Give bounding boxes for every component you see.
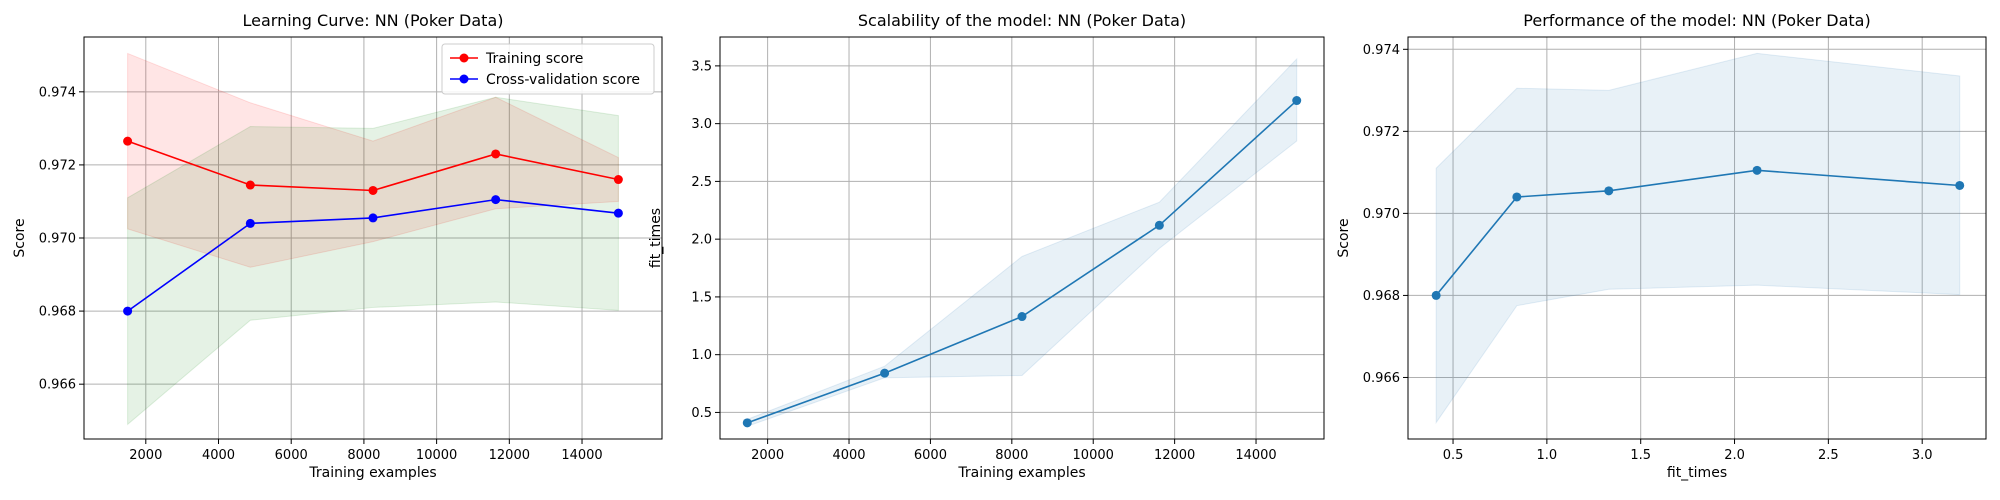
y-tick-label: 3.5 [691, 59, 712, 74]
chart-1: 2000 4000 6000 8000 10000 12000 14000 0.966 0.96… [12, 11, 663, 481]
series-1-point [1154, 220, 1164, 230]
x-tick-label: 3.0 [1912, 448, 1933, 463]
x-tick-label: 6000 [275, 448, 308, 463]
series-1-point [368, 185, 378, 195]
series-1-point [742, 418, 752, 428]
series-1-band [127, 52, 619, 268]
x-axis-label: Training examples [957, 465, 1085, 481]
x-tick-label: 8000 [995, 448, 1028, 463]
series-1-point [880, 368, 890, 378]
series-1-point [1431, 290, 1441, 300]
y-tick-label: 1.0 [691, 348, 712, 363]
x-tick-label: 2000 [751, 448, 784, 463]
x-tick-label: 2.5 [1818, 448, 1839, 463]
x-axis-label: Training examples [308, 465, 436, 481]
legend-marker [459, 74, 469, 84]
y-tick-label: 0.970 [1363, 207, 1400, 222]
x-tick-label: 14000 [1235, 448, 1276, 463]
grid [720, 37, 1324, 439]
y-tick-label: 2.5 [691, 175, 712, 190]
legend-box [441, 43, 655, 95]
x-tick-label: 8000 [347, 448, 380, 463]
x-axis-label: fit_times [1667, 465, 1727, 481]
series-1-point [1752, 165, 1762, 175]
x-tick-label: 1.0 [1537, 448, 1558, 463]
y-tick-label: 0.968 [39, 305, 76, 320]
y-tick-label: 0.966 [1363, 371, 1400, 386]
x-tick-label: 2000 [129, 448, 162, 463]
chart-title: Performance of the model: NN (Poker Data… [1523, 11, 1870, 30]
y-tick-label: 2.0 [691, 233, 712, 248]
legend: Training score Cross-validation score [441, 43, 655, 95]
series-2-band [127, 96, 619, 426]
y-axis-label: fit_times [648, 208, 664, 268]
x-tick-label: 4000 [202, 448, 235, 463]
y-tick-label: 0.968 [1363, 289, 1400, 304]
y-tick-label: 0.974 [39, 85, 76, 100]
series-1-point [245, 180, 255, 190]
y-tick-label: 3.0 [691, 117, 712, 132]
x-tick-label: 1.5 [1630, 448, 1651, 463]
chart-title: Learning Curve: NN (Poker Data) [242, 11, 503, 30]
y-tick-label: 0.5 [691, 406, 712, 421]
legend-label: Training score [485, 51, 583, 67]
y-tick-label: 1.5 [691, 290, 712, 305]
chart-2: 2000 4000 6000 8000 10000 12000 14000 0.5 1.0 1.5… [648, 11, 1325, 481]
y-axis-label: Score [1336, 218, 1352, 257]
y-tick-label: 0.970 [39, 232, 76, 247]
legend-label: Cross-validation score [486, 72, 640, 88]
y-tick-label: 0.974 [1363, 43, 1400, 58]
series-1-point [1512, 192, 1522, 202]
series-2-point [123, 306, 133, 316]
series-1-point [613, 175, 623, 185]
legend-marker [459, 53, 469, 63]
x-tick-label: 14000 [561, 448, 602, 463]
series-1-band [746, 57, 1298, 427]
x-tick-label: 12000 [1154, 448, 1195, 463]
series-2-point [613, 208, 623, 218]
series-1-point [491, 149, 501, 159]
y-axis-label: Score [12, 218, 28, 257]
axes-frame [1407, 36, 1987, 440]
series-1-point [1955, 180, 1965, 190]
x-tick-label: 10000 [416, 448, 457, 463]
series-2-point [245, 218, 255, 228]
axes-frame [719, 36, 1325, 440]
series-1-point [1604, 186, 1614, 196]
series-1-point [123, 136, 133, 146]
series-2-point [491, 195, 501, 205]
series-1-point [1292, 96, 1302, 106]
chart-3: 0.5 1.0 1.5 2.0 2.5 3.0 0.966 0.968 0.970 0.972 0.… [1336, 11, 1987, 481]
series-1-band [1435, 52, 1961, 425]
grid [84, 37, 662, 439]
x-tick-label: 12000 [489, 448, 530, 463]
y-tick-label: 0.966 [39, 378, 76, 393]
series-2-point [368, 213, 378, 223]
x-tick-label: 6000 [914, 448, 947, 463]
x-tick-label: 10000 [1073, 448, 1114, 463]
x-tick-label: 4000 [832, 448, 865, 463]
x-tick-label: 2.0 [1724, 448, 1745, 463]
chart-title: Scalability of the model: NN (Poker Data… [858, 11, 1186, 30]
y-tick-label: 0.972 [39, 158, 76, 173]
series-1-point [1017, 312, 1027, 322]
x-tick-label: 0.5 [1443, 448, 1464, 463]
y-tick-label: 0.972 [1363, 125, 1400, 140]
